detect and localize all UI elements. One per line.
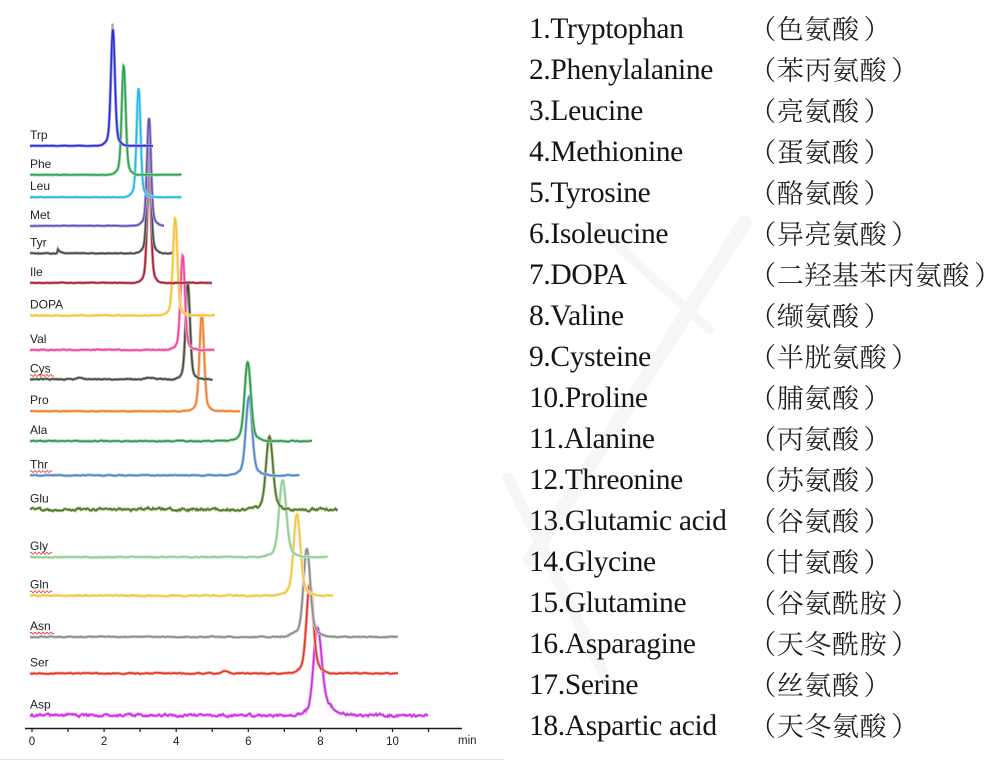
svg-text:Ser: Ser: [30, 655, 49, 669]
svg-text:0: 0: [29, 736, 35, 748]
svg-text:Gly: Gly: [30, 539, 48, 553]
svg-text:Glu: Glu: [30, 492, 49, 506]
svg-text:6: 6: [245, 736, 251, 748]
svg-text:Tyr: Tyr: [30, 235, 47, 249]
svg-text:Pro: Pro: [30, 393, 49, 407]
svg-text:8: 8: [317, 736, 323, 748]
svg-text:10: 10: [386, 736, 399, 748]
svg-text:Cys: Cys: [30, 361, 51, 375]
svg-text:Thr: Thr: [30, 457, 48, 471]
svg-text:Phe: Phe: [30, 157, 52, 171]
svg-text:Met: Met: [30, 208, 51, 222]
svg-text:Val: Val: [30, 332, 46, 346]
svg-text:Ala: Ala: [30, 423, 48, 437]
svg-text:Leu: Leu: [30, 179, 50, 193]
svg-text:4: 4: [173, 736, 180, 748]
svg-text:Trp: Trp: [30, 128, 48, 142]
svg-text:min: min: [458, 735, 477, 747]
svg-text:Gln: Gln: [30, 578, 49, 592]
svg-text:Ile: Ile: [30, 265, 43, 279]
svg-text:2: 2: [101, 736, 107, 748]
svg-text:Asn: Asn: [30, 619, 51, 633]
svg-text:DOPA: DOPA: [30, 298, 63, 312]
svg-text:Asp: Asp: [30, 697, 51, 711]
